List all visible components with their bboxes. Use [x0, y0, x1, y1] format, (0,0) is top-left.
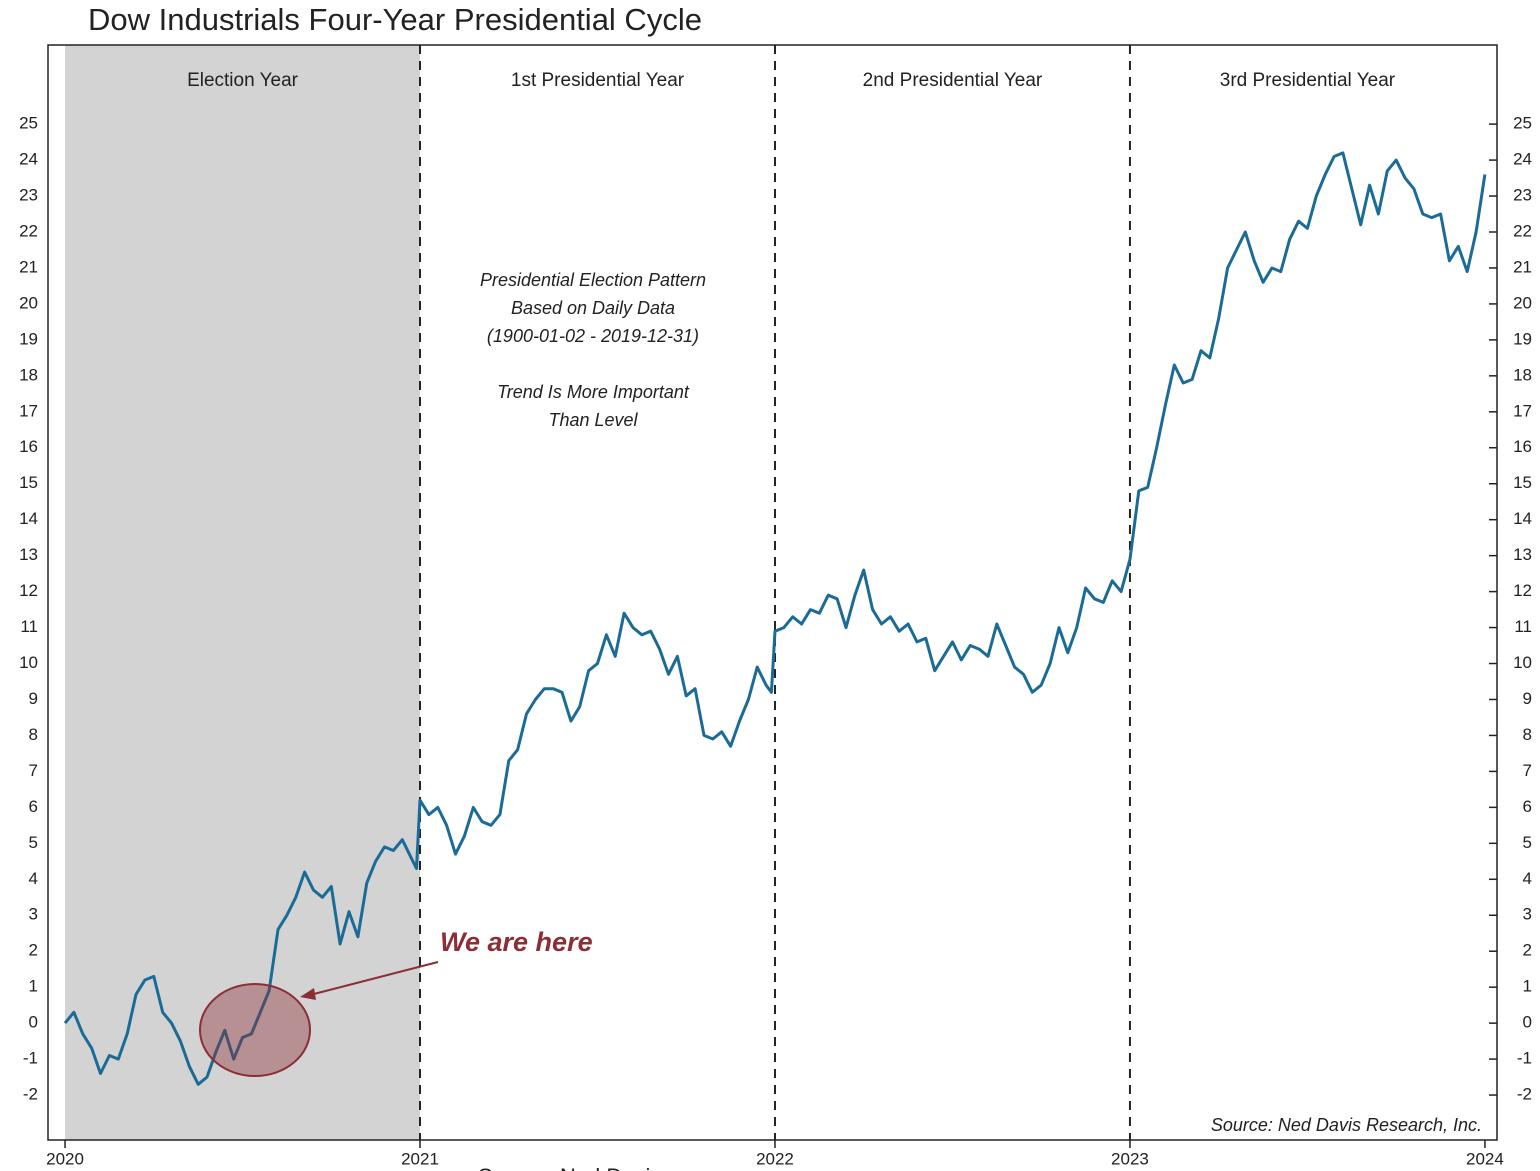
y-tick-label: 1: [29, 977, 38, 996]
y2-tick-label: 16: [1513, 437, 1532, 456]
y-tick-label: 5: [29, 833, 38, 852]
annotation-text: Trend Is More Important: [497, 382, 690, 402]
y2-tick-label: 5: [1523, 833, 1532, 852]
y2-tick-label: 20: [1513, 293, 1532, 312]
y-tick-label: 9: [29, 689, 38, 708]
y-tick-label: 16: [19, 437, 38, 456]
source-text: Source: Ned Davis Research, Inc.: [1211, 1115, 1482, 1135]
y2-tick-label: 15: [1513, 473, 1532, 492]
shaded-region: [65, 45, 421, 1140]
y-tick-label: 11: [20, 617, 38, 636]
y-tick-label: 12: [19, 581, 38, 600]
y-tick-label: 7: [29, 761, 38, 780]
y-tick-label: 0: [29, 1013, 38, 1032]
y-tick-label: 15: [19, 473, 38, 492]
annotation-text: (1900-01-02 - 2019-12-31): [487, 326, 699, 346]
y2-tick-label: 1: [1523, 977, 1532, 996]
y-tick-label: 17: [19, 401, 38, 420]
y2-tick-label: 7: [1523, 761, 1532, 780]
y-tick-label: 21: [19, 257, 38, 276]
y2-tick-label: 6: [1523, 797, 1532, 816]
region-label: 2nd Presidential Year: [863, 70, 1043, 91]
y-tick-label: 19: [19, 329, 38, 348]
callout-text: We are here: [440, 927, 593, 957]
y2-tick-label: 4: [1523, 869, 1532, 888]
x-tick-label: 2021: [401, 1149, 439, 1168]
y-tick-label: 24: [19, 150, 38, 169]
y2-tick-label: 25: [1513, 114, 1532, 133]
y2-tick-label: 11: [1514, 617, 1532, 636]
y-tick-label: 4: [29, 869, 38, 888]
footer-text: Source: Ned Davis: [478, 1164, 661, 1171]
y-tick-label: 6: [29, 797, 38, 816]
y-tick-label: 25: [19, 114, 38, 133]
y2-tick-label: 22: [1513, 221, 1532, 240]
y2-tick-label: 14: [1513, 509, 1532, 528]
y-tick-label: 3: [29, 905, 38, 924]
region-label: 1st Presidential Year: [511, 70, 685, 91]
y2-tick-label: 21: [1513, 257, 1532, 276]
x-tick-label: 2024: [1466, 1149, 1504, 1168]
y2-tick-label: 19: [1513, 329, 1532, 348]
y2-tick-label: 0: [1523, 1013, 1532, 1032]
annotation-text: Based on Daily Data: [511, 298, 675, 318]
y-tick-label: 13: [19, 545, 38, 564]
chart-title: Dow Industrials Four-Year Presidential C…: [88, 2, 702, 37]
y-tick-label: 22: [19, 221, 38, 240]
y2-tick-label: 13: [1513, 545, 1532, 564]
x-tick-label: 2023: [1111, 1149, 1149, 1168]
callout-circle: [199, 983, 311, 1077]
y2-tick-label: 23: [1513, 186, 1532, 205]
y2-tick-label: -1: [1517, 1049, 1532, 1068]
annotation-text: Than Level: [548, 410, 638, 430]
y-tick-label: 18: [19, 365, 38, 384]
y-tick-label: -1: [23, 1049, 38, 1068]
annotation-text: Presidential Election Pattern: [480, 270, 706, 290]
y2-tick-label: 8: [1523, 725, 1532, 744]
y2-tick-label: 18: [1513, 365, 1532, 384]
y-tick-label: 2: [29, 941, 38, 960]
y2-tick-label: 3: [1523, 905, 1532, 924]
y2-tick-label: 9: [1523, 689, 1532, 708]
region-label: 3rd Presidential Year: [1220, 70, 1396, 91]
y2-tick-label: 17: [1513, 401, 1532, 420]
callout-arrow: [309, 961, 439, 996]
y-tick-label: 23: [19, 186, 38, 205]
y2-tick-label: 2: [1523, 941, 1532, 960]
y-tick-label: 8: [29, 725, 38, 744]
y2-tick-label: -2: [1517, 1085, 1532, 1104]
x-tick-label: 2020: [46, 1149, 84, 1168]
y2-tick-label: 10: [1513, 653, 1532, 672]
plot-frame: [47, 44, 1498, 1141]
y-tick-label: 20: [19, 293, 38, 312]
data-line: [63, 151, 1487, 1086]
region-label: Election Year: [187, 70, 299, 91]
y-tick-label: 10: [19, 653, 38, 672]
y-tick-label: 14: [19, 509, 38, 528]
y-tick-label: -2: [23, 1085, 38, 1104]
y2-tick-label: 12: [1513, 581, 1532, 600]
x-tick-label: 2022: [756, 1149, 794, 1168]
callout-arrowhead: [300, 988, 316, 1000]
y2-tick-label: 24: [1513, 150, 1532, 169]
